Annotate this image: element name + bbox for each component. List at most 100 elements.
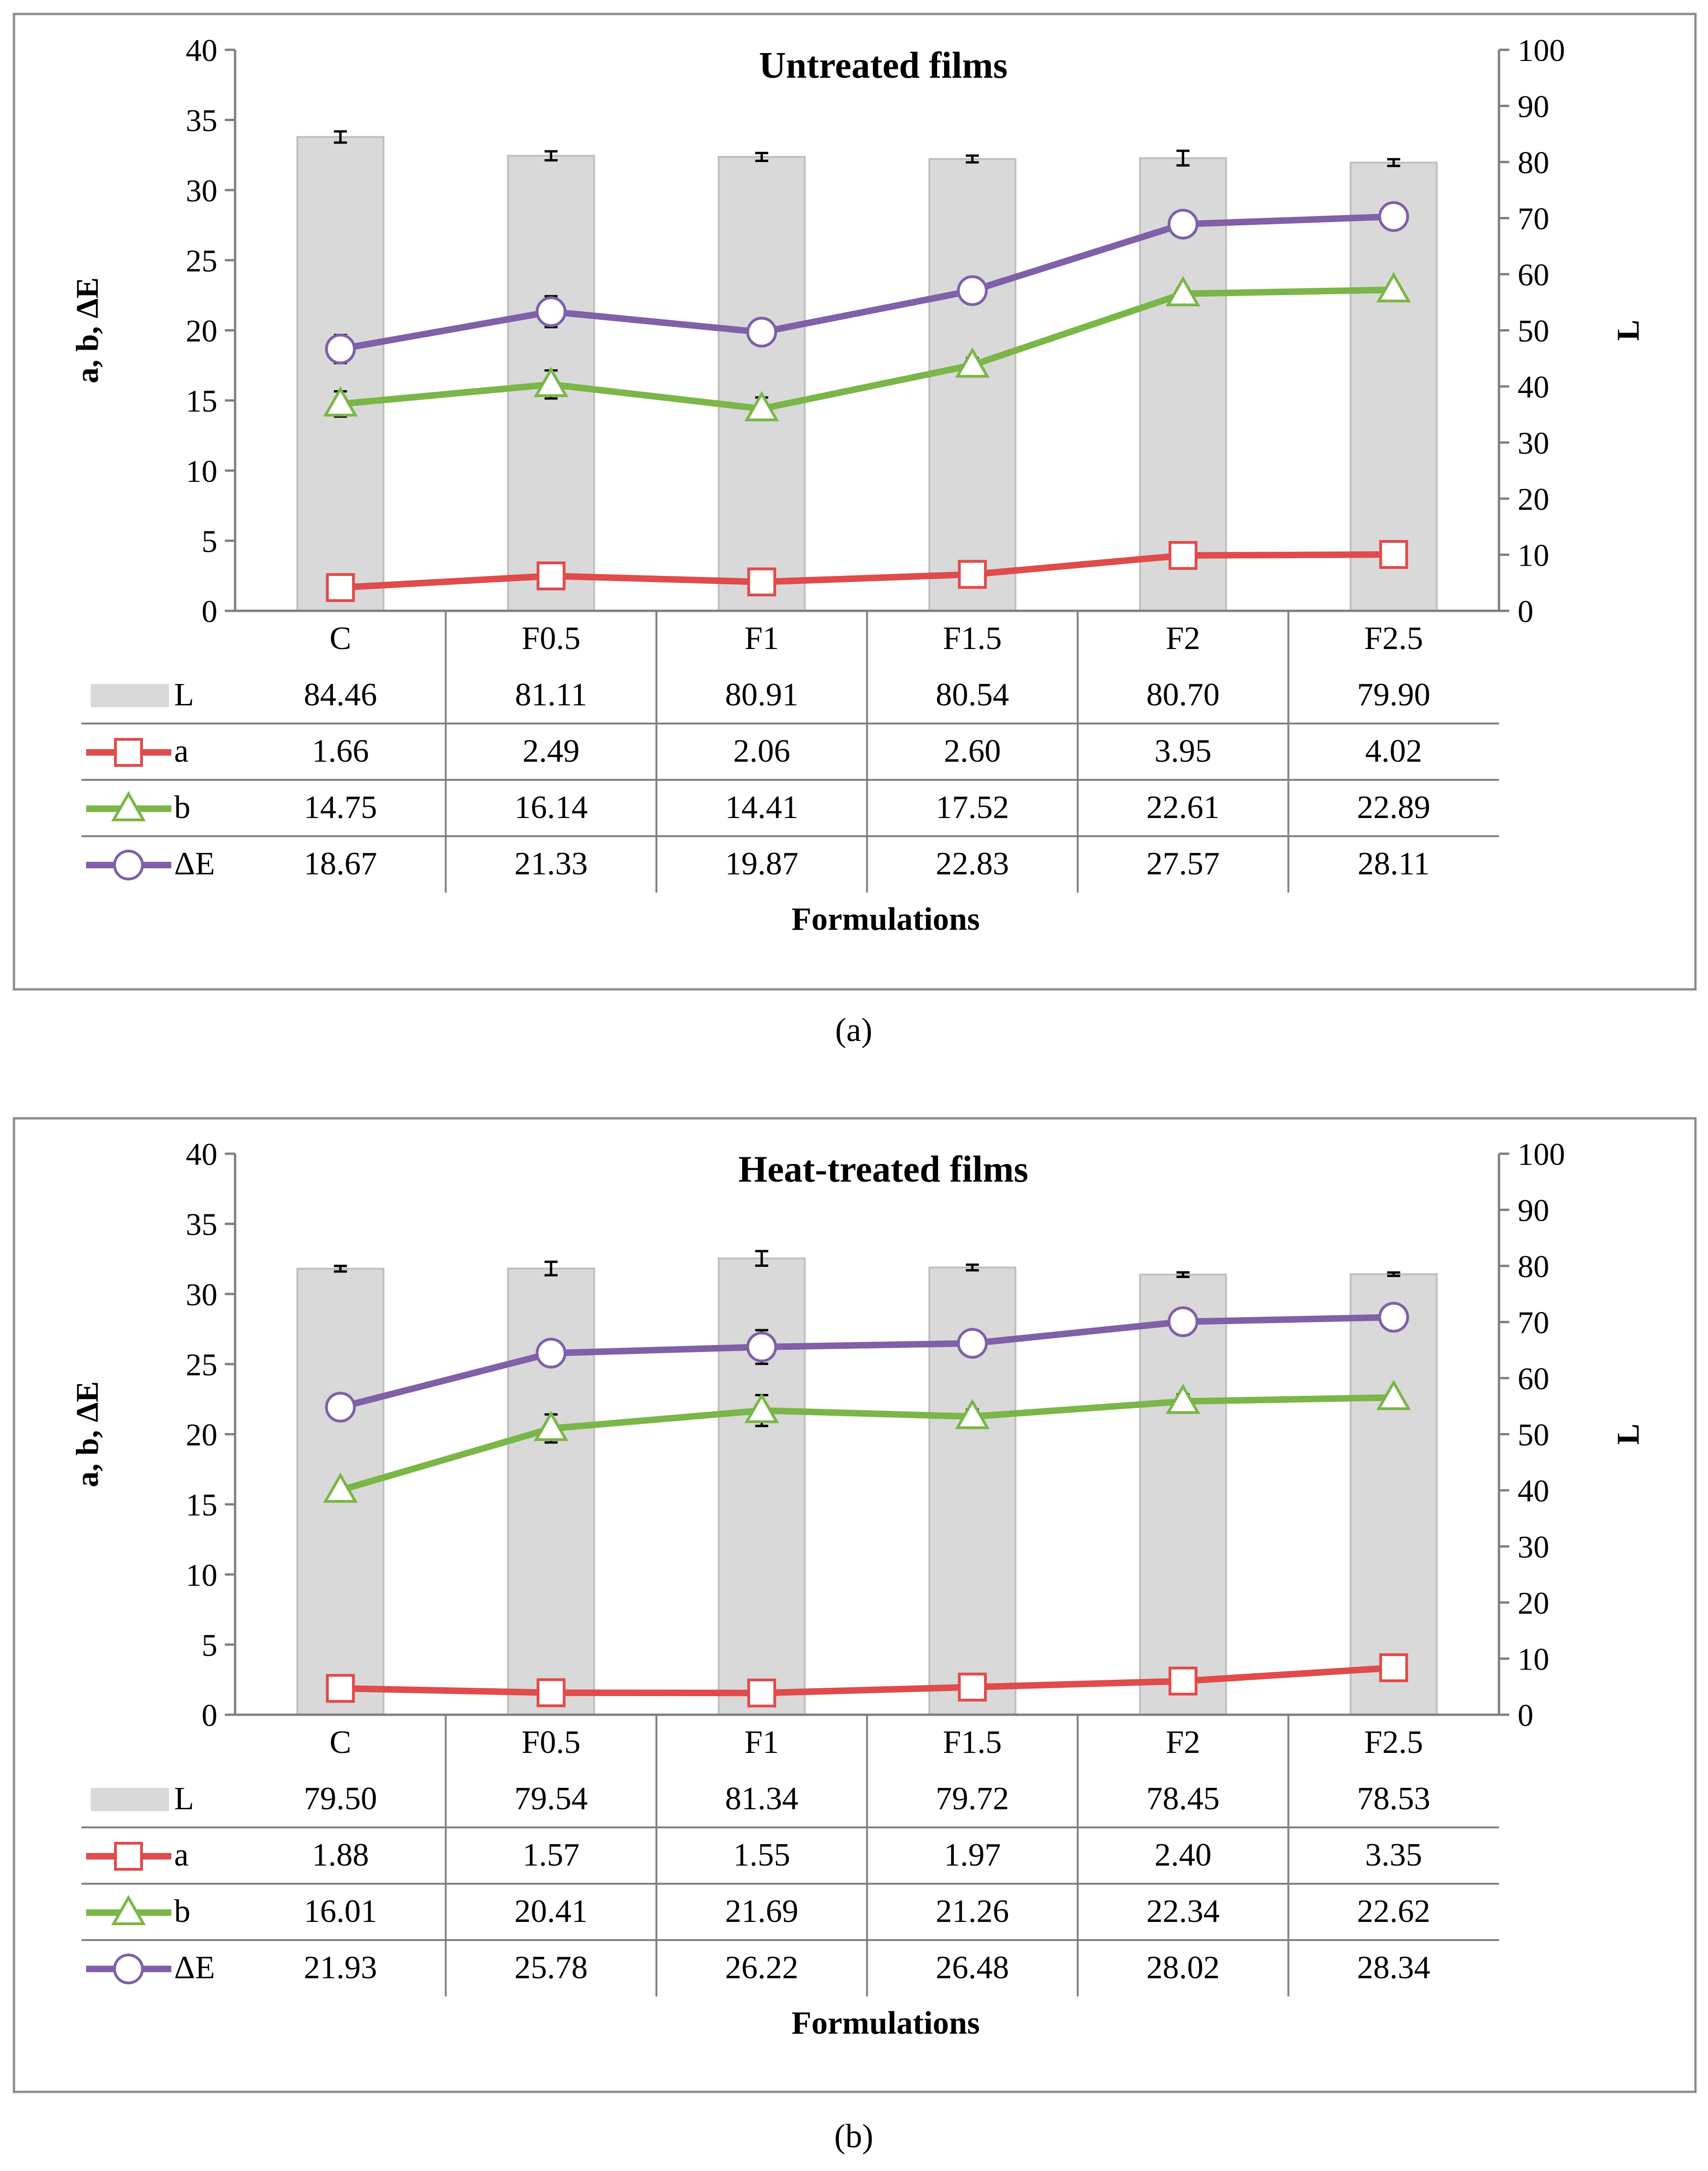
data-table-cell: 1.55 xyxy=(733,1837,790,1873)
data-table-cell: 22.83 xyxy=(936,846,1009,882)
point-triangle-F2.5 xyxy=(1376,272,1411,303)
bar-L-F1.5 xyxy=(928,158,1017,612)
bar-L-F1 xyxy=(717,156,806,612)
y-right-tick-label: 60 xyxy=(1518,1361,1549,1396)
y-left-tick-label: 0 xyxy=(202,1698,217,1733)
legend-label: L xyxy=(174,1781,194,1817)
category-label: C xyxy=(330,1725,351,1760)
chart-title: Untreated films xyxy=(759,45,1008,86)
point-square-F2 xyxy=(1168,1666,1198,1696)
data-table-cell: 81.34 xyxy=(725,1781,799,1817)
y-right-tick-label: 80 xyxy=(1518,145,1549,180)
point-triangle-F1 xyxy=(744,391,779,421)
point-circle-F1 xyxy=(746,1332,777,1363)
data-table-cell: 3.35 xyxy=(1365,1837,1423,1873)
point-circle-F1.5 xyxy=(957,275,988,306)
data-table-cell: 4.02 xyxy=(1365,733,1423,769)
legend-key-marker-circle xyxy=(113,850,144,880)
y-axis-left-title: a, b, ΔE xyxy=(69,1381,105,1488)
point-triangle-F0.5 xyxy=(533,1411,568,1441)
point-triangle-F2.5 xyxy=(1376,1380,1411,1410)
category-label: F2 xyxy=(1166,621,1200,656)
point-circle-F1 xyxy=(746,317,777,348)
data-table-cell: 84.46 xyxy=(304,677,378,713)
point-circle-F0.5 xyxy=(535,1338,567,1369)
point-square-F1 xyxy=(747,1678,776,1708)
chart-frame xyxy=(13,1117,1697,2093)
y-right-tick-label: 20 xyxy=(1518,1585,1549,1621)
point-square-F2.5 xyxy=(1379,540,1408,569)
data-table-cell: 18.67 xyxy=(304,846,378,882)
point-square-F2.5 xyxy=(1379,1653,1408,1683)
point-square-C xyxy=(326,1674,355,1703)
data-table-cell: 26.48 xyxy=(936,1950,1009,1986)
legend-label: a xyxy=(174,1837,189,1873)
y-right-tick-label: 40 xyxy=(1518,1473,1549,1508)
y-left-tick-label: 0 xyxy=(202,594,217,629)
data-table-cell: 80.70 xyxy=(1147,677,1220,713)
data-table-cell: 79.50 xyxy=(304,1781,378,1817)
point-circle-F2.5 xyxy=(1378,201,1409,232)
y-right-tick-label: 100 xyxy=(1518,33,1565,68)
point-triangle-F0.5 xyxy=(533,366,568,397)
point-circle-F2.5 xyxy=(1378,1302,1409,1333)
bar-L-F2.5 xyxy=(1350,1273,1438,1716)
point-circle-F0.5 xyxy=(535,296,567,327)
y-left-tick-label: 15 xyxy=(186,383,217,419)
category-label: F2.5 xyxy=(1364,621,1423,656)
data-table-cell: 22.89 xyxy=(1357,790,1431,825)
data-table-cell: 21.93 xyxy=(304,1950,378,1986)
y-left-tick-label: 35 xyxy=(186,103,217,138)
y-left-tick-label: 20 xyxy=(186,1417,217,1453)
series-line-circle xyxy=(340,213,1394,352)
y-right-tick-label: 70 xyxy=(1518,1305,1549,1340)
bar-L-C xyxy=(296,136,385,612)
point-square-F0.5 xyxy=(536,1678,566,1707)
series-line-triangle xyxy=(339,1394,1394,1494)
data-table-cell: 28.11 xyxy=(1357,846,1430,882)
legend-key-marker-triangle xyxy=(111,1894,146,1925)
data-table-cell: 20.41 xyxy=(514,1894,588,1929)
y-right-tick-label: 90 xyxy=(1518,89,1549,124)
data-table-cell: 2.40 xyxy=(1154,1837,1212,1873)
category-label: F2.5 xyxy=(1364,1725,1423,1760)
data-table-cell: 17.52 xyxy=(936,790,1009,825)
point-circle-F2 xyxy=(1168,1306,1199,1337)
data-table-cell: 1.57 xyxy=(523,1837,580,1873)
category-label: F1 xyxy=(744,621,779,656)
data-table-cell: 1.97 xyxy=(944,1837,1001,1873)
legend-label: b xyxy=(174,790,190,825)
category-label: F0.5 xyxy=(522,1725,581,1760)
data-table-cell: 3.95 xyxy=(1154,733,1212,769)
y-left-tick-label: 10 xyxy=(186,453,217,489)
chart-title: Heat-treated films xyxy=(738,1149,1028,1190)
y-right-tick-label: 100 xyxy=(1518,1136,1565,1172)
y-right-tick-label: 30 xyxy=(1518,1529,1549,1565)
series-line-circle xyxy=(339,1314,1394,1411)
point-square-C xyxy=(326,573,355,602)
panel-caption: (a) xyxy=(835,1011,872,1048)
legend-label: ΔE xyxy=(174,1950,215,1986)
series-line-square xyxy=(340,1664,1394,1697)
y-axis-right-title: L xyxy=(1610,1424,1646,1445)
point-triangle-F1.5 xyxy=(955,347,990,378)
y-right-tick-label: 10 xyxy=(1518,1642,1549,1677)
legend-key-L xyxy=(91,684,169,707)
series-line-triangle xyxy=(340,286,1394,412)
chart-panel-a: Untreated films 0 5 10 15 20 25 30 35 40 0 10 20 30 40… xyxy=(13,13,1697,1048)
y-right-tick-label: 90 xyxy=(1518,1193,1549,1228)
data-table-cell: 28.02 xyxy=(1147,1950,1220,1986)
data-table-cell: 2.60 xyxy=(944,733,1001,769)
data-table-cell: 28.34 xyxy=(1357,1950,1431,1986)
data-table-cell: 14.41 xyxy=(725,790,799,825)
bar-L-F0.5 xyxy=(507,1267,595,1716)
point-triangle-F2 xyxy=(1166,276,1201,306)
data-table-cell: 2.06 xyxy=(733,733,790,769)
data-table-cell: 81.11 xyxy=(515,677,587,713)
data-table-cell: 21.33 xyxy=(514,846,588,882)
data-table-cell: 2.49 xyxy=(523,733,580,769)
legend-label: ΔE xyxy=(174,846,215,882)
bar-L-F2 xyxy=(1139,1273,1227,1716)
